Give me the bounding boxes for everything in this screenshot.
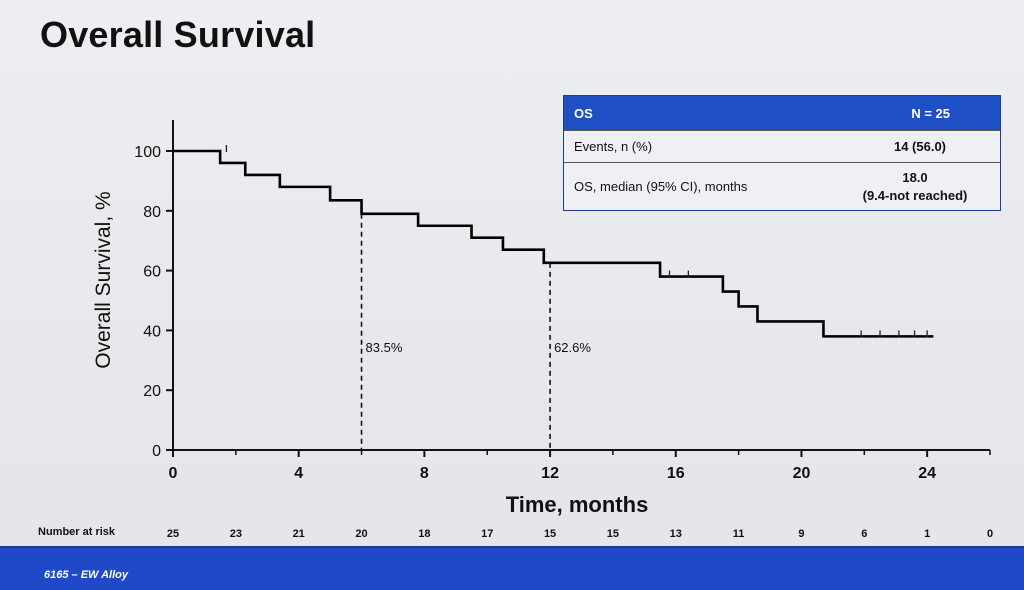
landmark-label: 62.6% (554, 340, 591, 355)
os-table-header-n: N = 25 (911, 105, 950, 121)
x-tick-label: 16 (667, 465, 685, 482)
os-table-row-events: Events, n (%) 14 (56.0) (564, 130, 1000, 162)
os-median-ci: (9.4-not reached) (862, 187, 968, 203)
y-tick-label: 20 (143, 383, 161, 400)
os-table-row-median: OS, median (95% CI), months 18.0 (9.4-no… (564, 162, 1000, 210)
footer-bar: 6165 – EW Alloy (0, 546, 1024, 590)
y-tick-label: 100 (134, 144, 161, 161)
risk-count: 20 (355, 528, 367, 540)
footer-code: 6165 – EW Alloy (44, 569, 128, 581)
slide-title: Overall Survival (40, 14, 316, 55)
risk-count: 17 (481, 528, 493, 540)
os-table-header-label: OS (574, 105, 593, 121)
risk-count: 9 (798, 528, 804, 540)
x-tick-label: 4 (294, 465, 303, 482)
x-tick-label: 24 (918, 465, 936, 482)
os-table-row-value: 18.0 (9.4-not reached) (840, 169, 990, 205)
os-summary-table: OS N = 25 Events, n (%) 14 (56.0) OS, me… (563, 95, 1001, 211)
risk-count: 15 (544, 528, 556, 540)
y-tick-label: 80 (143, 204, 161, 221)
risk-count: 1 (924, 528, 930, 540)
y-tick-label: 0 (152, 443, 161, 460)
risk-count: 21 (293, 528, 305, 540)
risk-table-label: Number at risk (38, 526, 116, 538)
km-survival-curve (173, 149, 934, 338)
risk-count: 18 (418, 528, 430, 540)
risk-count: 25 (167, 528, 179, 540)
risk-count: 11 (733, 528, 745, 540)
risk-count: 23 (230, 528, 242, 540)
x-tick-label: 0 (169, 465, 178, 482)
os-table-row-value: 14 (56.0) (893, 139, 947, 154)
x-tick-label: 8 (420, 465, 429, 482)
risk-count: 13 (670, 528, 682, 540)
y-tick-label: 60 (143, 264, 161, 281)
y-tick-label: 40 (143, 323, 161, 340)
x-tick-label: 12 (541, 465, 559, 482)
risk-count: 15 (607, 528, 619, 540)
risk-count: 0 (987, 528, 993, 540)
os-table-header: OS N = 25 (564, 96, 1000, 130)
risk-count: 6 (861, 528, 867, 540)
x-tick-label: 20 (793, 465, 811, 482)
x-axis-label: Time, months (506, 492, 649, 517)
os-median-value: 18.0 (902, 169, 928, 185)
os-table-row-label: OS, median (95% CI), months (574, 179, 748, 194)
os-table-row-label: Events, n (%) (574, 139, 653, 154)
landmark-label: 83.5% (366, 340, 403, 355)
y-axis-label: Overall Survival, % (92, 191, 115, 368)
